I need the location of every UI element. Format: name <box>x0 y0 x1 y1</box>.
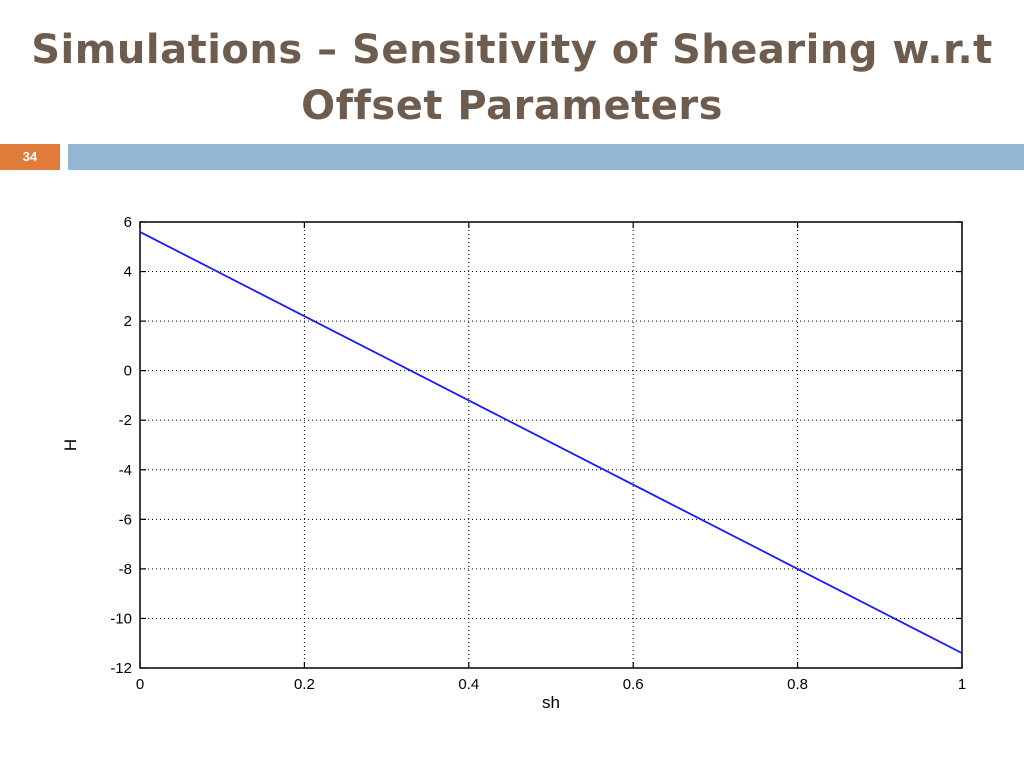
page-number-badge: 34 <box>0 144 60 170</box>
y-tick-label: -8 <box>119 561 132 578</box>
title-divider-bar <box>68 144 1024 170</box>
x-axis-label: sh <box>542 693 560 712</box>
y-tick-label: -4 <box>119 462 132 479</box>
slide-title-line-2: Offset Parameters <box>301 83 723 129</box>
tick-labels: 0 0.2 0.4 0.6 0.8 1 6 4 2 0 -2 -4 -6 -8 -10 -12 <box>110 214 966 693</box>
x-tick-label: 0.6 <box>623 676 644 693</box>
y-tick-label: -6 <box>119 511 132 528</box>
y-tick-label: 6 <box>124 214 132 231</box>
y-tick-label: -10 <box>110 610 132 627</box>
y-tick-label: 0 <box>124 363 132 380</box>
x-tick-label: 0.8 <box>787 676 808 693</box>
x-tick-label: 0 <box>136 676 144 693</box>
slide-title: Simulations – Sensitivity of Shearing w.… <box>0 22 1024 134</box>
slide-title-line-1: Simulations – Sensitivity of Shearing w.… <box>31 27 993 73</box>
x-tick-label: 0.4 <box>458 676 479 693</box>
y-tick-label: 4 <box>124 264 132 281</box>
x-tick-label: 1 <box>958 676 966 693</box>
x-tick-label: 0.2 <box>294 676 315 693</box>
y-tick-label: 2 <box>124 313 132 330</box>
y-tick-label: -2 <box>119 412 132 429</box>
series-layer <box>139 231 963 654</box>
y-axis-label: H <box>61 439 80 451</box>
series-line <box>139 231 963 654</box>
axes <box>139 221 963 669</box>
grid-lines <box>140 222 962 668</box>
plot-frame <box>139 221 963 669</box>
y-tick-label: -12 <box>110 660 132 677</box>
